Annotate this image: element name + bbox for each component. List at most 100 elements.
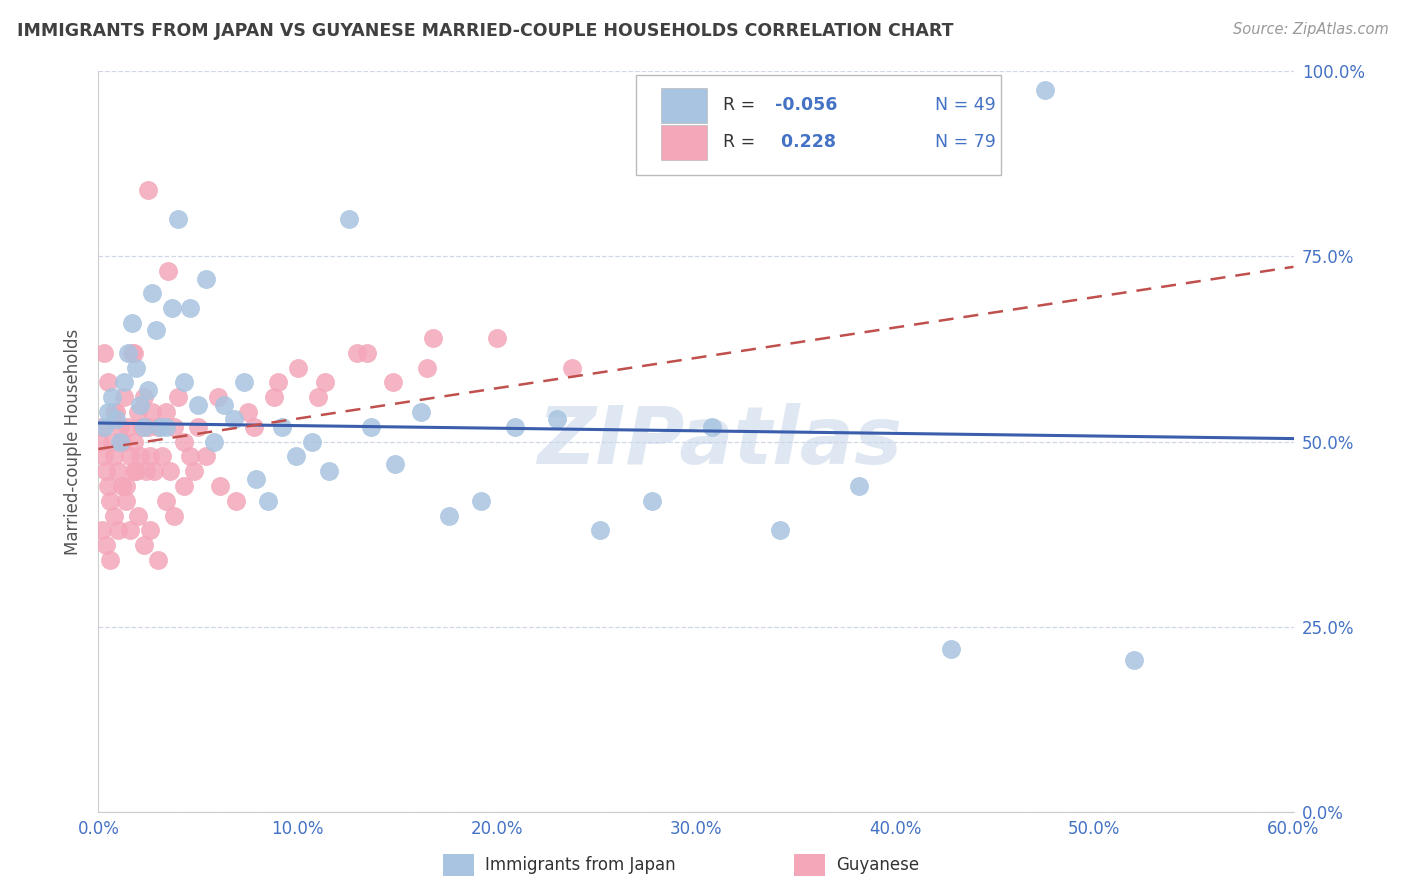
Text: Immigrants from Japan: Immigrants from Japan bbox=[485, 855, 676, 874]
Point bbox=[115, 493, 138, 508]
Point bbox=[318, 464, 340, 478]
Point bbox=[225, 493, 247, 508]
Point bbox=[167, 212, 190, 227]
Point bbox=[173, 434, 195, 449]
Point bbox=[129, 450, 152, 464]
Point bbox=[112, 376, 135, 390]
Point bbox=[422, 331, 444, 345]
Point bbox=[103, 450, 125, 464]
Point bbox=[143, 464, 166, 478]
Point bbox=[141, 405, 163, 419]
Point bbox=[93, 345, 115, 359]
Point bbox=[149, 419, 172, 434]
Point bbox=[256, 493, 278, 508]
Point bbox=[346, 345, 368, 359]
Point bbox=[167, 390, 190, 404]
FancyBboxPatch shape bbox=[637, 75, 1001, 175]
Point bbox=[187, 398, 209, 412]
Point bbox=[103, 405, 125, 419]
Text: N = 49: N = 49 bbox=[935, 96, 995, 114]
Point bbox=[179, 450, 201, 464]
Point bbox=[208, 479, 231, 493]
Point bbox=[103, 508, 125, 523]
Text: IMMIGRANTS FROM JAPAN VS GUYANESE MARRIED-COUPLE HOUSEHOLDS CORRELATION CHART: IMMIGRANTS FROM JAPAN VS GUYANESE MARRIE… bbox=[17, 22, 953, 40]
Point bbox=[134, 390, 156, 404]
Point bbox=[148, 419, 170, 434]
Point bbox=[134, 419, 156, 434]
Point bbox=[115, 479, 138, 493]
Point bbox=[105, 405, 128, 419]
Point bbox=[96, 538, 118, 552]
Point bbox=[93, 419, 115, 434]
Point bbox=[141, 286, 163, 301]
Point bbox=[136, 183, 159, 197]
Point bbox=[148, 553, 170, 567]
Point bbox=[150, 450, 173, 464]
Point bbox=[195, 271, 218, 285]
Point bbox=[96, 464, 118, 478]
Point bbox=[101, 434, 124, 449]
Point bbox=[179, 301, 201, 316]
Point bbox=[139, 524, 162, 538]
Point bbox=[110, 419, 132, 434]
Point bbox=[155, 493, 177, 508]
Point bbox=[107, 464, 129, 478]
Point bbox=[1123, 653, 1146, 667]
Point bbox=[284, 450, 307, 464]
Point bbox=[136, 383, 159, 397]
Point bbox=[222, 412, 245, 426]
Point bbox=[120, 450, 142, 464]
Point bbox=[98, 553, 122, 567]
Point bbox=[287, 360, 309, 375]
Point bbox=[117, 345, 139, 359]
Point bbox=[416, 360, 439, 375]
Point bbox=[848, 479, 870, 493]
Point bbox=[561, 360, 583, 375]
Point bbox=[101, 390, 124, 404]
Text: Guyanese: Guyanese bbox=[837, 855, 920, 874]
Point bbox=[470, 493, 492, 508]
Point bbox=[136, 419, 159, 434]
Point bbox=[207, 390, 229, 404]
Point bbox=[127, 405, 149, 419]
Point bbox=[131, 419, 153, 434]
Point bbox=[263, 390, 285, 404]
Text: Source: ZipAtlas.com: Source: ZipAtlas.com bbox=[1233, 22, 1389, 37]
Point bbox=[163, 508, 186, 523]
Point bbox=[301, 434, 323, 449]
Point bbox=[245, 471, 267, 485]
Point bbox=[111, 434, 134, 449]
Point bbox=[97, 479, 120, 493]
Point bbox=[307, 390, 329, 404]
Text: -0.056: -0.056 bbox=[775, 96, 837, 114]
Point bbox=[356, 345, 378, 359]
Text: N = 79: N = 79 bbox=[935, 134, 995, 152]
Point bbox=[183, 464, 205, 478]
Point bbox=[159, 464, 181, 478]
Point bbox=[139, 450, 162, 464]
Point bbox=[212, 398, 235, 412]
Point bbox=[939, 641, 962, 656]
Point bbox=[107, 524, 129, 538]
Point bbox=[125, 464, 148, 478]
Point bbox=[155, 405, 177, 419]
Point bbox=[110, 434, 132, 449]
Point bbox=[270, 419, 292, 434]
Text: R =: R = bbox=[724, 134, 761, 152]
Point bbox=[769, 524, 792, 538]
Point bbox=[360, 419, 382, 434]
Point bbox=[315, 376, 337, 390]
Text: R =: R = bbox=[724, 96, 761, 114]
Point bbox=[112, 390, 135, 404]
Point bbox=[195, 450, 218, 464]
Point bbox=[124, 345, 146, 359]
Point bbox=[134, 538, 156, 552]
Point bbox=[155, 419, 177, 434]
Point bbox=[173, 479, 195, 493]
Point bbox=[98, 493, 122, 508]
Point bbox=[125, 360, 148, 375]
Point bbox=[89, 434, 111, 449]
Point bbox=[485, 331, 508, 345]
Point bbox=[124, 434, 146, 449]
Point bbox=[157, 264, 180, 278]
